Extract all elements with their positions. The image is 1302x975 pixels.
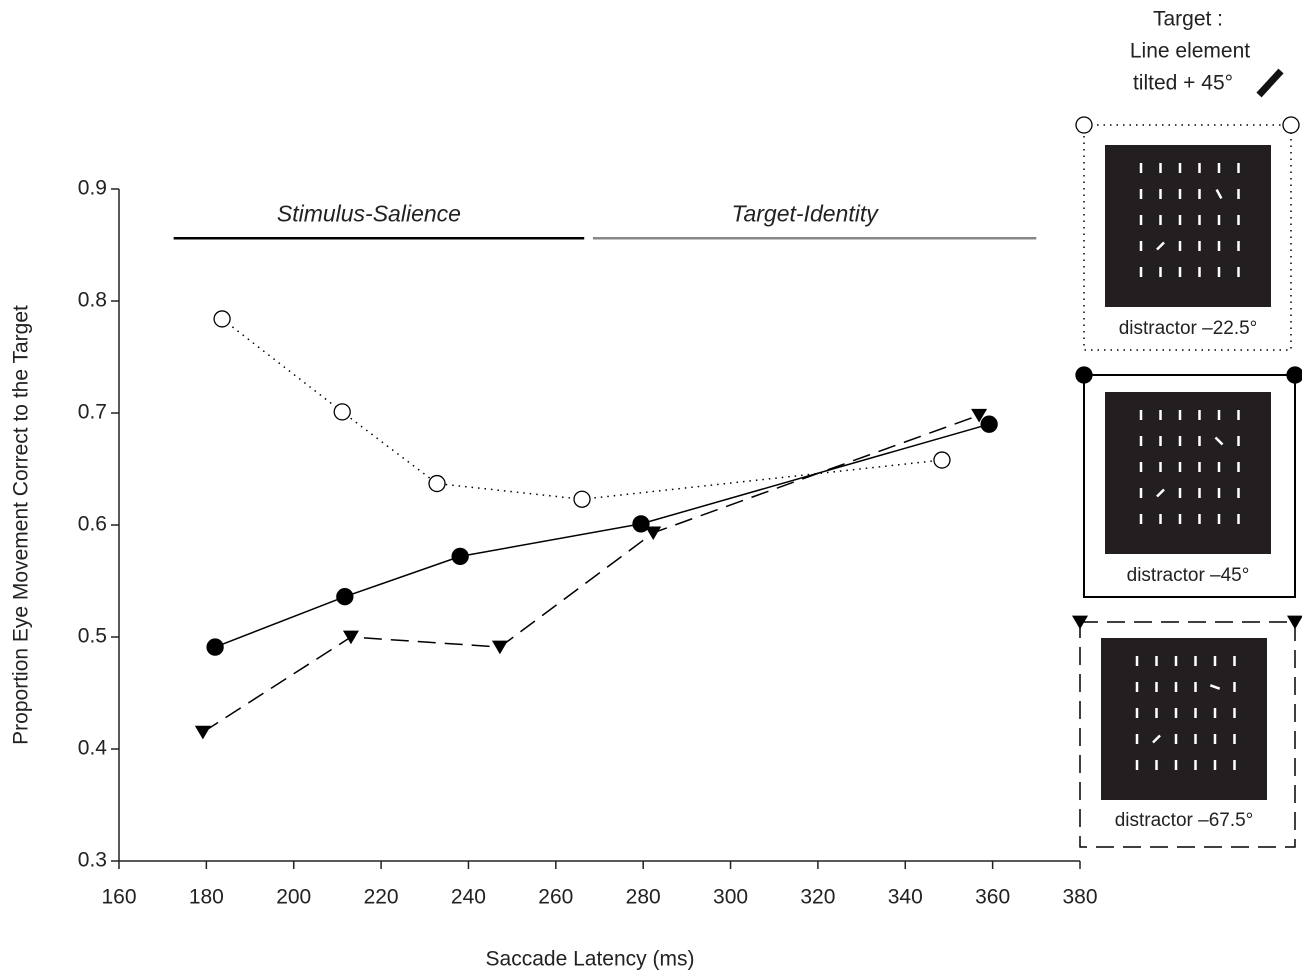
data-point <box>342 630 359 645</box>
series-line <box>221 318 943 500</box>
data-point <box>491 640 508 655</box>
x-tick-label: 160 <box>101 886 136 909</box>
legend-marker <box>1075 366 1093 384</box>
legend-marker <box>1287 615 1302 630</box>
y-tick-label: 0.3 <box>78 849 107 872</box>
legend-label: distractor –45° <box>1127 565 1250 586</box>
y-axis-label: Proportion Eye Movement Correct to the T… <box>10 305 33 745</box>
stimulus-element <box>1209 684 1221 690</box>
data-point <box>573 490 591 508</box>
legend-box <box>1079 621 1296 848</box>
stimulus-element <box>1215 188 1223 200</box>
x-tick-label: 220 <box>364 886 399 909</box>
annotation: Stimulus-Salience <box>277 200 461 226</box>
stimulus-element <box>1156 241 1165 251</box>
stimulus-display <box>1101 638 1267 800</box>
annotation: Target-Identity <box>732 200 880 226</box>
data-point <box>213 310 231 328</box>
legend-marker <box>1286 366 1302 384</box>
y-tick-label: 0.4 <box>78 737 108 760</box>
y-tick-label: 0.8 <box>78 289 107 312</box>
data-point <box>645 526 662 541</box>
x-tick-label: 240 <box>451 886 486 909</box>
legend-box <box>1083 124 1292 351</box>
data-point <box>336 588 354 606</box>
series-line <box>214 423 990 648</box>
y-tick-label: 0.5 <box>78 625 107 648</box>
legend-marker <box>1072 615 1088 630</box>
legend-title: Target : <box>1153 8 1223 31</box>
legend-label: distractor –22.5° <box>1119 318 1258 339</box>
target-icon <box>1256 68 1284 98</box>
x-tick-label: 280 <box>626 886 661 909</box>
x-tick-label: 260 <box>538 886 573 909</box>
x-tick-label: 340 <box>888 886 923 909</box>
x-tick-label: 200 <box>276 886 311 909</box>
legend-marker <box>1075 116 1093 134</box>
data-point <box>980 415 998 433</box>
y-tick-label: 0.9 <box>78 177 107 200</box>
data-point <box>933 451 951 469</box>
legend-label: distractor –67.5° <box>1115 810 1254 831</box>
legend-title: Line element <box>1130 40 1250 63</box>
data-point <box>428 474 446 493</box>
data-point <box>632 515 650 533</box>
x-tick-label: 380 <box>1062 886 1097 909</box>
stimulus-element <box>1152 734 1161 744</box>
stimulus-display <box>1105 145 1271 307</box>
stimulus-element <box>1156 488 1165 498</box>
stimulus-display <box>1105 392 1271 554</box>
data-point <box>194 725 211 740</box>
legend-title: tilted + 45° <box>1133 72 1233 95</box>
y-tick-label: 0.7 <box>78 401 107 424</box>
series-line <box>202 414 980 733</box>
data-point <box>206 638 224 656</box>
x-tick-label: 180 <box>189 886 224 909</box>
x-tick-label: 360 <box>975 886 1010 909</box>
x-tick-label: 300 <box>713 886 748 909</box>
x-axis-label: Saccade Latency (ms) <box>486 948 695 971</box>
data-point <box>333 403 351 421</box>
legend-marker <box>1282 116 1300 134</box>
legend-box <box>1083 374 1296 598</box>
stimulus-element <box>1214 436 1224 446</box>
x-tick-label: 320 <box>800 886 835 909</box>
data-point <box>451 547 469 566</box>
y-tick-label: 0.6 <box>78 513 107 536</box>
data-point <box>971 408 988 423</box>
